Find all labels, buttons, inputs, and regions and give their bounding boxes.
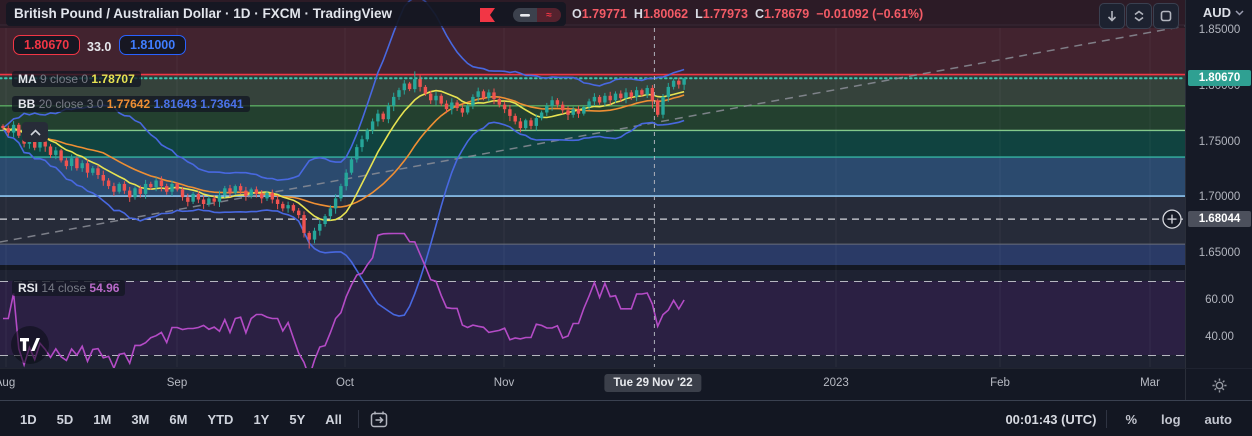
rsi-name: RSI <box>18 281 39 295</box>
tradingview-logo[interactable] <box>11 326 49 364</box>
chevron-up-icon <box>29 128 41 136</box>
tv-logo-icon <box>20 338 40 351</box>
range-button-1d[interactable]: 1D <box>20 411 37 427</box>
bb-params: 20 close 3 0 <box>38 97 104 111</box>
time-axis-label: Nov <box>493 377 515 389</box>
time-axis-label: Oct <box>336 377 354 389</box>
price-axis-label: 1.65000 <box>1198 247 1241 259</box>
alert-price-red-badge[interactable]: 1.80670 <box>13 35 81 55</box>
go-to-date-button[interactable] <box>369 410 389 429</box>
ma-name: MA <box>18 72 37 86</box>
price-axis[interactable]: 1.850001.800001.750001.700001.6500060.00… <box>1185 0 1252 400</box>
order-price-blue-badge[interactable]: 1.81000 <box>119 35 187 55</box>
scale-button-log[interactable]: log <box>1161 411 1181 427</box>
symbol-title[interactable]: British Pound / Australian Dollar · 1D ·… <box>14 6 393 21</box>
ohlc-key: C <box>754 7 764 21</box>
rsi-axis-label: 40.00 <box>1205 331 1234 343</box>
bb-basis-value: 1.77642 <box>106 97 151 111</box>
time-axis-label: 2023 <box>823 377 849 389</box>
range-button-ytd[interactable]: YTD <box>207 411 234 427</box>
approx-icon[interactable]: ≈ <box>537 8 561 22</box>
range-button-6m[interactable]: 6M <box>169 411 188 427</box>
bb-upper-value: 1.81643 <box>153 97 197 111</box>
price-axis-label: 1.85000 <box>1198 24 1241 36</box>
ohlc-readout: O1.79771 H1.80062 L1.77973 C1.78679 −0.01092… <box>572 7 930 21</box>
alert-counter: 33.0 <box>87 40 112 54</box>
maximize-pane-button[interactable] <box>1153 3 1179 29</box>
zone-band-slate <box>0 196 1185 244</box>
toolbar-divider <box>357 410 359 428</box>
ohlc-value: 1.79771 <box>581 7 627 21</box>
range-selector: 1D 5D 1M 3M 6M YTD 1Y 5Y All <box>14 409 348 430</box>
ohlc-key: L <box>695 7 703 21</box>
legend-collapse-button[interactable] <box>22 122 48 142</box>
range-button-1m[interactable]: 1M <box>93 411 112 427</box>
ohlc-value: 1.77973 <box>702 7 748 21</box>
range-button-1y[interactable]: 1Y <box>253 411 270 427</box>
session-clock[interactable]: 00:01:43 (UTC) <box>1005 411 1097 427</box>
bottom-toolbar: 1D 5D 1M 3M 6M YTD 1Y 5Y All 00:01:43 (UTC) % log… <box>0 400 1252 436</box>
move-pane-down-button[interactable] <box>1099 3 1125 29</box>
toolbar-divider <box>1106 410 1108 428</box>
ohlc-key: H <box>633 7 643 21</box>
ohlc-value: 1.78679 <box>764 7 810 21</box>
time-axis-settings[interactable] <box>1185 368 1252 401</box>
range-button-5y[interactable]: 5Y <box>289 411 306 427</box>
flag-icon[interactable] <box>479 7 496 28</box>
zone-band-blue <box>0 157 1185 196</box>
range-button-3m[interactable]: 3M <box>131 411 150 427</box>
collapse-pane-button[interactable] <box>1126 3 1152 29</box>
gear-icon <box>1212 378 1227 392</box>
zone-band-navy <box>0 244 1185 265</box>
rsi-axis-label: 60.00 <box>1205 294 1234 306</box>
level-price-badge: 1.68044 <box>1188 211 1251 228</box>
ohlc-key: O <box>572 7 582 21</box>
rsi-params: 14 close <box>41 281 87 295</box>
chevron-down-icon <box>1235 9 1244 16</box>
time-axis-label: Sep <box>166 377 188 389</box>
time-axis-label: Aug <box>0 377 16 389</box>
source-toggle[interactable]: ≈ <box>513 8 561 22</box>
calendar-arrow-icon <box>370 411 388 427</box>
bb-name: BB <box>18 97 36 111</box>
ma-legend[interactable]: MA 9 close 0 1.78707 <box>12 71 141 87</box>
toolbar-right-cluster: 00:01:43 (UTC) % log auto <box>1005 409 1240 430</box>
ma-params: 9 close 0 <box>40 72 89 86</box>
bb-legend[interactable]: BB 20 close 3 0 1.77642 1.81643 1.73641 <box>12 96 250 112</box>
currency-label: AUD <box>1202 5 1231 20</box>
ohlc-value: 1.80062 <box>642 7 689 21</box>
scale-buttons: % log auto <box>1117 409 1240 430</box>
price-axis-label: 1.75000 <box>1198 135 1241 148</box>
time-axis-label: Feb <box>990 377 1010 389</box>
minus-icon[interactable] <box>513 8 537 22</box>
range-button-5d[interactable]: 5D <box>56 411 74 427</box>
bb-lower-value: 1.73641 <box>200 97 244 111</box>
scale-button-%[interactable]: % <box>1125 411 1138 427</box>
ma-value: 1.78707 <box>91 72 135 86</box>
change-value: −0.01092 (−0.61%) <box>816 7 924 21</box>
rsi-legend[interactable]: RSI 14 close 54.96 <box>12 280 126 296</box>
scale-button-auto[interactable]: auto <box>1204 411 1232 427</box>
currency-dropdown[interactable]: AUD <box>1203 5 1244 20</box>
zone-band-teal <box>0 131 1185 157</box>
price-axis-label: 1.70000 <box>1198 191 1241 204</box>
rsi-band-purple <box>0 281 1185 355</box>
range-button-all[interactable]: All <box>325 411 342 427</box>
crosshair-date-badge: Tue 29 Nov '22 <box>604 374 702 392</box>
last-price-badge: 1.80670 <box>1188 70 1251 87</box>
time-axis-label: Mar <box>1140 377 1160 389</box>
time-axis[interactable]: Aug Sep Oct Nov 2023 Feb Mar Tue 29 Nov '22 <box>0 368 1185 401</box>
rsi-value: 54.96 <box>89 281 120 295</box>
